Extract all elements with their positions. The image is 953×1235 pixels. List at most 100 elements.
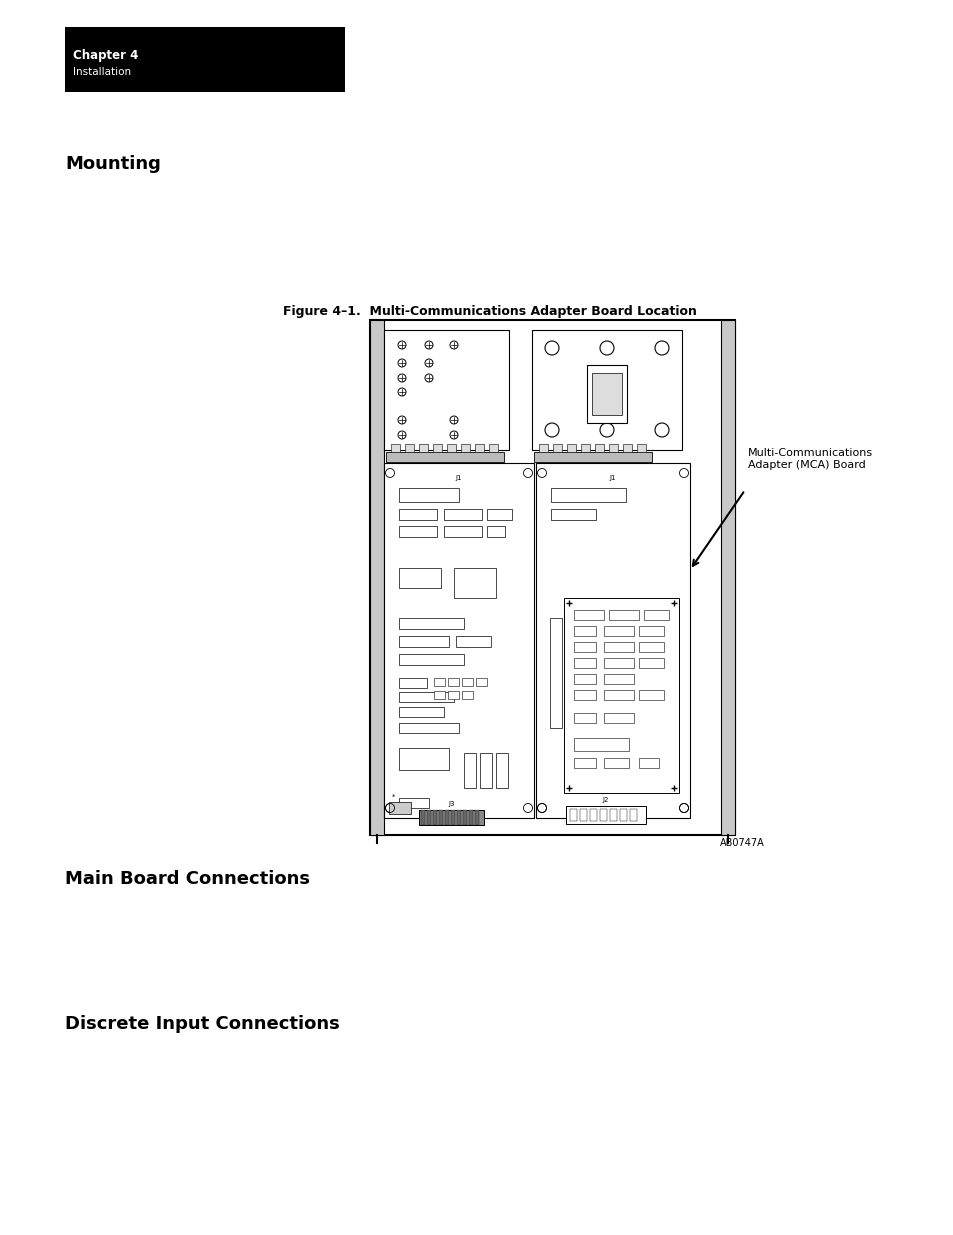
Bar [603, 626, 634, 636]
Bar [619, 809, 626, 821]
Bar [574, 626, 596, 636]
Bar [637, 445, 645, 452]
Bar [496, 753, 507, 788]
Bar [574, 610, 603, 620]
Bar [603, 674, 634, 684]
Bar [475, 810, 478, 825]
Bar [398, 692, 454, 701]
Bar [398, 655, 463, 664]
Bar [476, 678, 486, 685]
Bar [460, 445, 470, 452]
Bar [433, 810, 436, 825]
Bar [398, 748, 449, 769]
Bar [444, 810, 449, 825]
Bar [574, 674, 596, 684]
Bar [433, 445, 441, 452]
Bar [589, 809, 597, 821]
Bar [391, 445, 399, 452]
Bar [384, 463, 534, 818]
Bar [398, 798, 429, 808]
Bar [443, 509, 481, 520]
Text: Figure 4–1.  Multi-Communications Adapter Board Location: Figure 4–1. Multi-Communications Adapter… [283, 305, 697, 317]
Bar [574, 642, 596, 652]
Bar [639, 658, 663, 668]
Bar [438, 810, 442, 825]
Bar [639, 642, 663, 652]
Bar [574, 658, 596, 668]
Bar [398, 488, 458, 501]
Text: Installation: Installation [73, 67, 131, 77]
Bar [389, 802, 411, 814]
Bar [486, 509, 512, 520]
Bar [489, 445, 497, 452]
Text: AB0747A: AB0747A [720, 839, 764, 848]
Bar [603, 690, 634, 700]
Bar [608, 610, 639, 620]
Bar [451, 810, 455, 825]
Bar [603, 642, 634, 652]
Bar [443, 526, 481, 537]
Bar [603, 758, 628, 768]
Bar [456, 636, 491, 647]
Text: Mounting: Mounting [65, 156, 161, 173]
Bar [574, 713, 596, 722]
Bar [553, 445, 561, 452]
Bar [434, 692, 444, 699]
Text: *: * [392, 794, 395, 800]
Text: Discrete Input Connections: Discrete Input Connections [65, 1015, 339, 1032]
Bar [448, 692, 458, 699]
Bar [550, 618, 561, 727]
Bar [461, 692, 473, 699]
Text: Main Board Connections: Main Board Connections [65, 869, 310, 888]
Bar [551, 488, 625, 501]
Bar [603, 713, 634, 722]
Bar [551, 509, 596, 520]
Bar [720, 320, 734, 835]
Bar [569, 809, 577, 821]
Bar [639, 690, 663, 700]
Bar [532, 330, 681, 450]
Bar [386, 452, 503, 462]
Bar [639, 758, 659, 768]
Bar [398, 509, 436, 520]
Bar [418, 445, 428, 452]
Bar [447, 445, 456, 452]
Bar [643, 610, 668, 620]
Bar [398, 636, 449, 647]
Bar [639, 626, 663, 636]
Bar [461, 678, 473, 685]
Bar [475, 445, 483, 452]
Bar [595, 445, 603, 452]
Bar [609, 809, 617, 821]
Text: Chapter 4: Chapter 4 [73, 49, 138, 62]
Bar [574, 690, 596, 700]
Bar [629, 809, 637, 821]
Bar [418, 810, 483, 825]
Bar [398, 706, 443, 718]
Bar [603, 658, 634, 668]
Bar [622, 445, 631, 452]
Bar [456, 810, 460, 825]
Bar [608, 445, 618, 452]
Bar [434, 678, 444, 685]
Bar [599, 809, 606, 821]
Bar [574, 739, 628, 751]
Bar [370, 320, 734, 835]
Bar [592, 373, 621, 415]
Text: J3: J3 [448, 802, 455, 806]
Bar [448, 678, 458, 685]
Bar [469, 810, 473, 825]
Bar [538, 445, 547, 452]
Bar [579, 809, 586, 821]
Bar [65, 27, 345, 91]
Bar [563, 598, 679, 793]
Bar [398, 722, 458, 734]
Bar [384, 330, 509, 450]
Bar [574, 758, 596, 768]
Bar [370, 320, 384, 835]
Bar [565, 806, 645, 824]
Bar [486, 526, 504, 537]
Bar [405, 445, 414, 452]
Text: J1: J1 [456, 475, 462, 480]
Text: Multi-Communications
Adapter (MCA) Board: Multi-Communications Adapter (MCA) Board [747, 448, 872, 471]
